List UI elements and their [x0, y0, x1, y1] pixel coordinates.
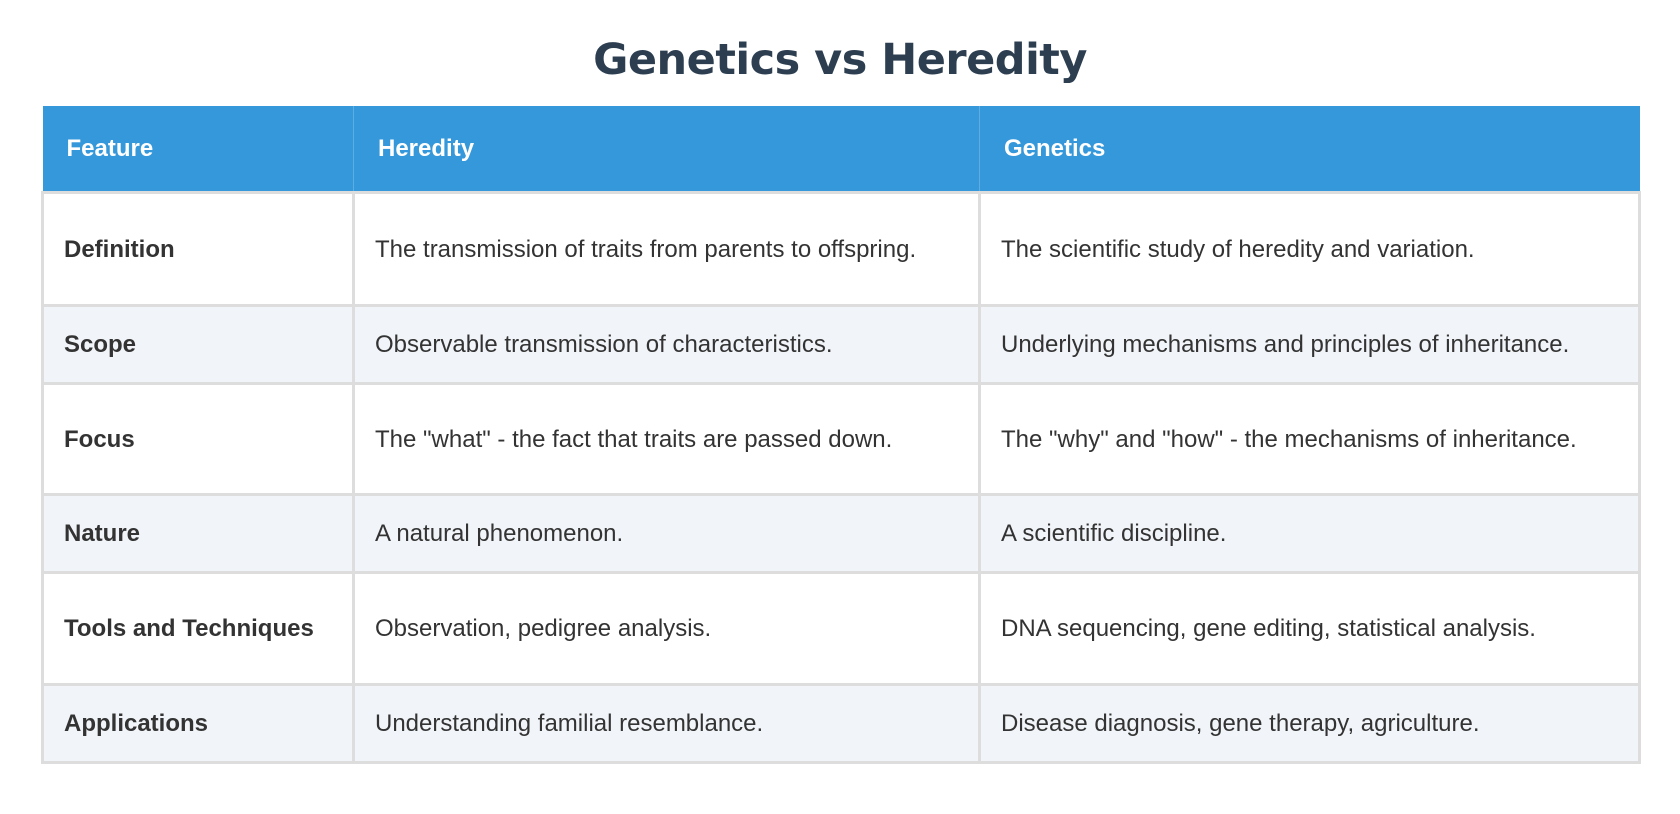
feature-cell: Scope [41, 304, 355, 385]
heredity-cell: The "what" - the fact that traits are pa… [352, 382, 981, 496]
header-heredity: Heredity [353, 106, 980, 193]
table-header: Feature Heredity Genetics [42, 106, 1640, 193]
header-genetics: Genetics [979, 106, 1640, 193]
table-row-nature: Nature A natural phenomenon. A scientifi… [41, 493, 1641, 574]
genetics-cell: Underlying mechanisms and principles of … [978, 304, 1641, 385]
feature-cell: Definition [41, 191, 355, 307]
table-row-scope: Scope Observable transmission of charact… [41, 304, 1641, 385]
feature-cell: Applications [41, 683, 355, 764]
table-body: Definition The transmission of traits fr… [41, 191, 1641, 764]
genetics-cell: The scientific study of heredity and var… [978, 191, 1641, 307]
heredity-cell: The transmission of traits from parents … [352, 191, 981, 307]
table-row-tools-and-techniques: Tools and Techniques Observation, pedigr… [41, 571, 1641, 686]
table-row-definition: Definition The transmission of traits fr… [41, 191, 1641, 307]
table-row-focus: Focus The "what" - the fact that traits … [41, 382, 1641, 496]
feature-cell: Tools and Techniques [41, 571, 355, 686]
header-feature: Feature [42, 106, 354, 193]
heredity-cell: A natural phenomenon. [352, 493, 981, 574]
feature-cell: Nature [41, 493, 355, 574]
heredity-cell: Understanding familial resemblance. [352, 683, 981, 764]
comparison-table: Feature Heredity Genetics Definition The… [41, 106, 1641, 764]
genetics-cell: The "why" and "how" - the mechanisms of … [978, 382, 1641, 496]
heredity-cell: Observation, pedigree analysis. [352, 571, 981, 686]
genetics-cell: DNA sequencing, gene editing, statistica… [978, 571, 1641, 686]
genetics-cell: Disease diagnosis, gene therapy, agricul… [978, 683, 1641, 764]
header-row: Feature Heredity Genetics [42, 106, 1640, 193]
page-title: Genetics vs Heredity [593, 35, 1087, 85]
table-row-applications: Applications Understanding familial rese… [41, 683, 1641, 764]
genetics-cell: A scientific discipline. [978, 493, 1641, 574]
feature-cell: Focus [41, 382, 355, 496]
heredity-cell: Observable transmission of characteristi… [352, 304, 981, 385]
